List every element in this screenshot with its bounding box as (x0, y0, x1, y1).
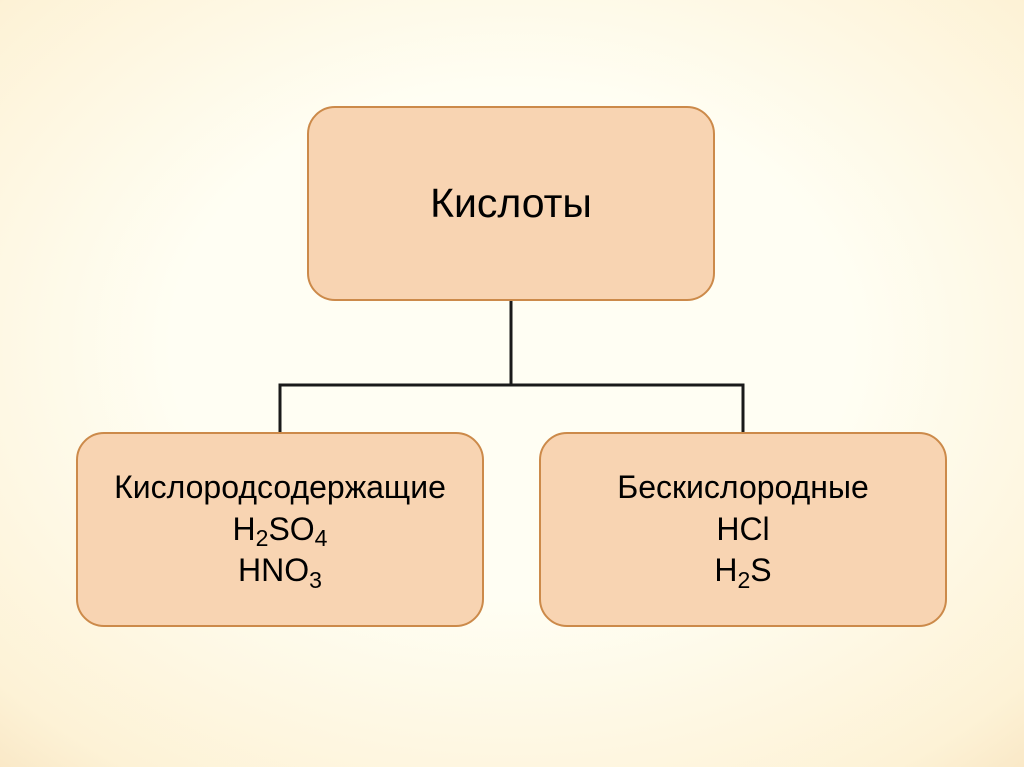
node-right-child: БескислородныеHClH2S (539, 432, 947, 627)
node-left-child: КислородсодержащиеH2SO4HNO3 (76, 432, 484, 627)
node-root: Кислоты (307, 106, 715, 301)
diagram-canvas: Кислоты КислородсодержащиеH2SO4HNO3 Беск… (0, 0, 1024, 767)
node-root-label: Кислоты (309, 177, 713, 230)
node-left-label: КислородсодержащиеH2SO4HNO3 (78, 467, 482, 592)
node-right-label: БескислородныеHClH2S (541, 467, 945, 592)
